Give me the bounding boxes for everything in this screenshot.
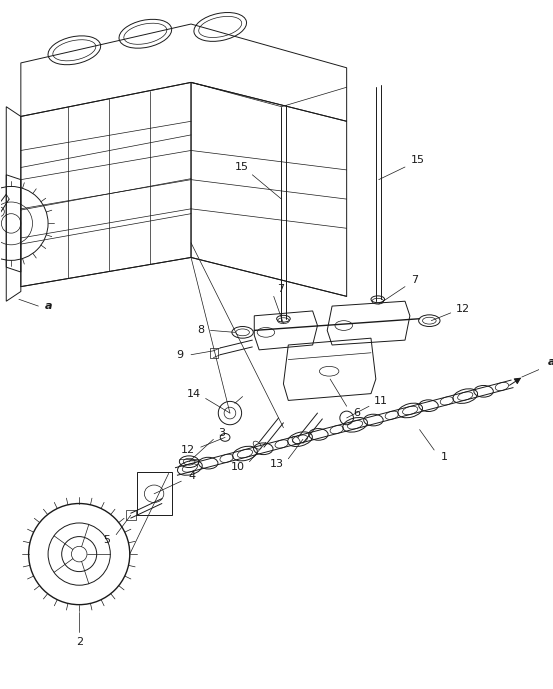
Text: 10: 10 bbox=[231, 462, 245, 471]
Text: 7: 7 bbox=[277, 284, 284, 294]
Text: 12: 12 bbox=[181, 445, 195, 455]
Text: 8: 8 bbox=[197, 325, 204, 336]
Text: 12: 12 bbox=[455, 304, 469, 314]
Text: a: a bbox=[548, 358, 553, 367]
Text: 15: 15 bbox=[411, 155, 425, 165]
Text: 5: 5 bbox=[103, 535, 110, 546]
Text: 7: 7 bbox=[411, 275, 418, 285]
Text: 1: 1 bbox=[440, 452, 447, 462]
Text: 3: 3 bbox=[218, 427, 226, 438]
Text: 4: 4 bbox=[189, 471, 196, 482]
Text: 2: 2 bbox=[76, 637, 83, 647]
Text: 9: 9 bbox=[176, 350, 183, 360]
Text: a: a bbox=[44, 301, 52, 311]
Text: 6: 6 bbox=[353, 408, 360, 418]
Bar bbox=[126, 511, 135, 520]
Text: 15: 15 bbox=[234, 162, 249, 172]
Text: 14: 14 bbox=[187, 389, 201, 399]
Text: 13: 13 bbox=[270, 459, 284, 469]
Text: 11: 11 bbox=[374, 396, 388, 407]
Bar bbox=[211, 348, 218, 358]
